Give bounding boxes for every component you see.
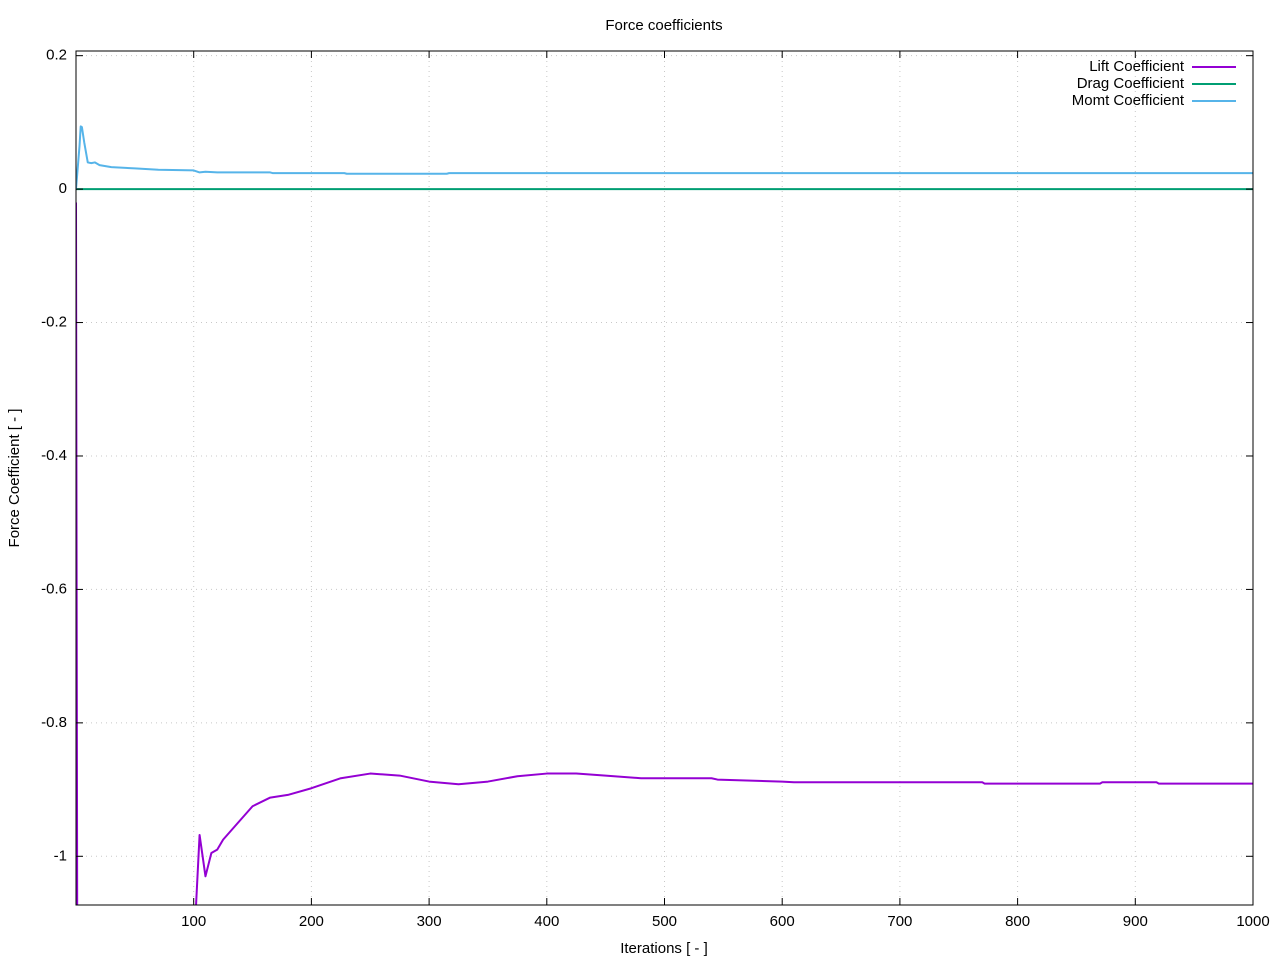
grid bbox=[76, 51, 1254, 905]
y-tick-label: -0.8 bbox=[41, 714, 67, 731]
x-tick-label: 200 bbox=[299, 913, 324, 930]
x-axis-label: Iterations [ - ] bbox=[620, 940, 708, 957]
x-tick-label: 100 bbox=[181, 913, 206, 930]
x-tick-label: 1000 bbox=[1236, 913, 1269, 930]
y-axis-label: Force Coefficient [ - ] bbox=[6, 409, 23, 548]
x-tick-label: 500 bbox=[652, 913, 677, 930]
x-tick-label: 300 bbox=[417, 913, 442, 930]
legend-label: Lift Coefficient bbox=[1089, 58, 1185, 75]
series-line bbox=[76, 202, 1253, 905]
y-tick-label: -0.2 bbox=[41, 314, 67, 331]
plot-area bbox=[76, 125, 1253, 905]
y-tick-label: -0.4 bbox=[41, 447, 67, 464]
series-line bbox=[76, 125, 1253, 190]
x-tick-label: 400 bbox=[534, 913, 559, 930]
x-tick-label: 700 bbox=[887, 913, 912, 930]
chart-title: Force coefficients bbox=[605, 17, 722, 34]
x-tick-label: 600 bbox=[770, 913, 795, 930]
y-tick-label: 0.2 bbox=[46, 47, 67, 64]
y-tick-label: -0.6 bbox=[41, 580, 67, 597]
y-tick-label: 0 bbox=[59, 180, 67, 197]
x-tick-label: 800 bbox=[1005, 913, 1030, 930]
legend-label: Drag Coefficient bbox=[1077, 75, 1185, 92]
legend-label: Momt Coefficient bbox=[1072, 92, 1185, 109]
x-tick-label: 900 bbox=[1123, 913, 1148, 930]
y-tick-label: -1 bbox=[54, 847, 67, 864]
